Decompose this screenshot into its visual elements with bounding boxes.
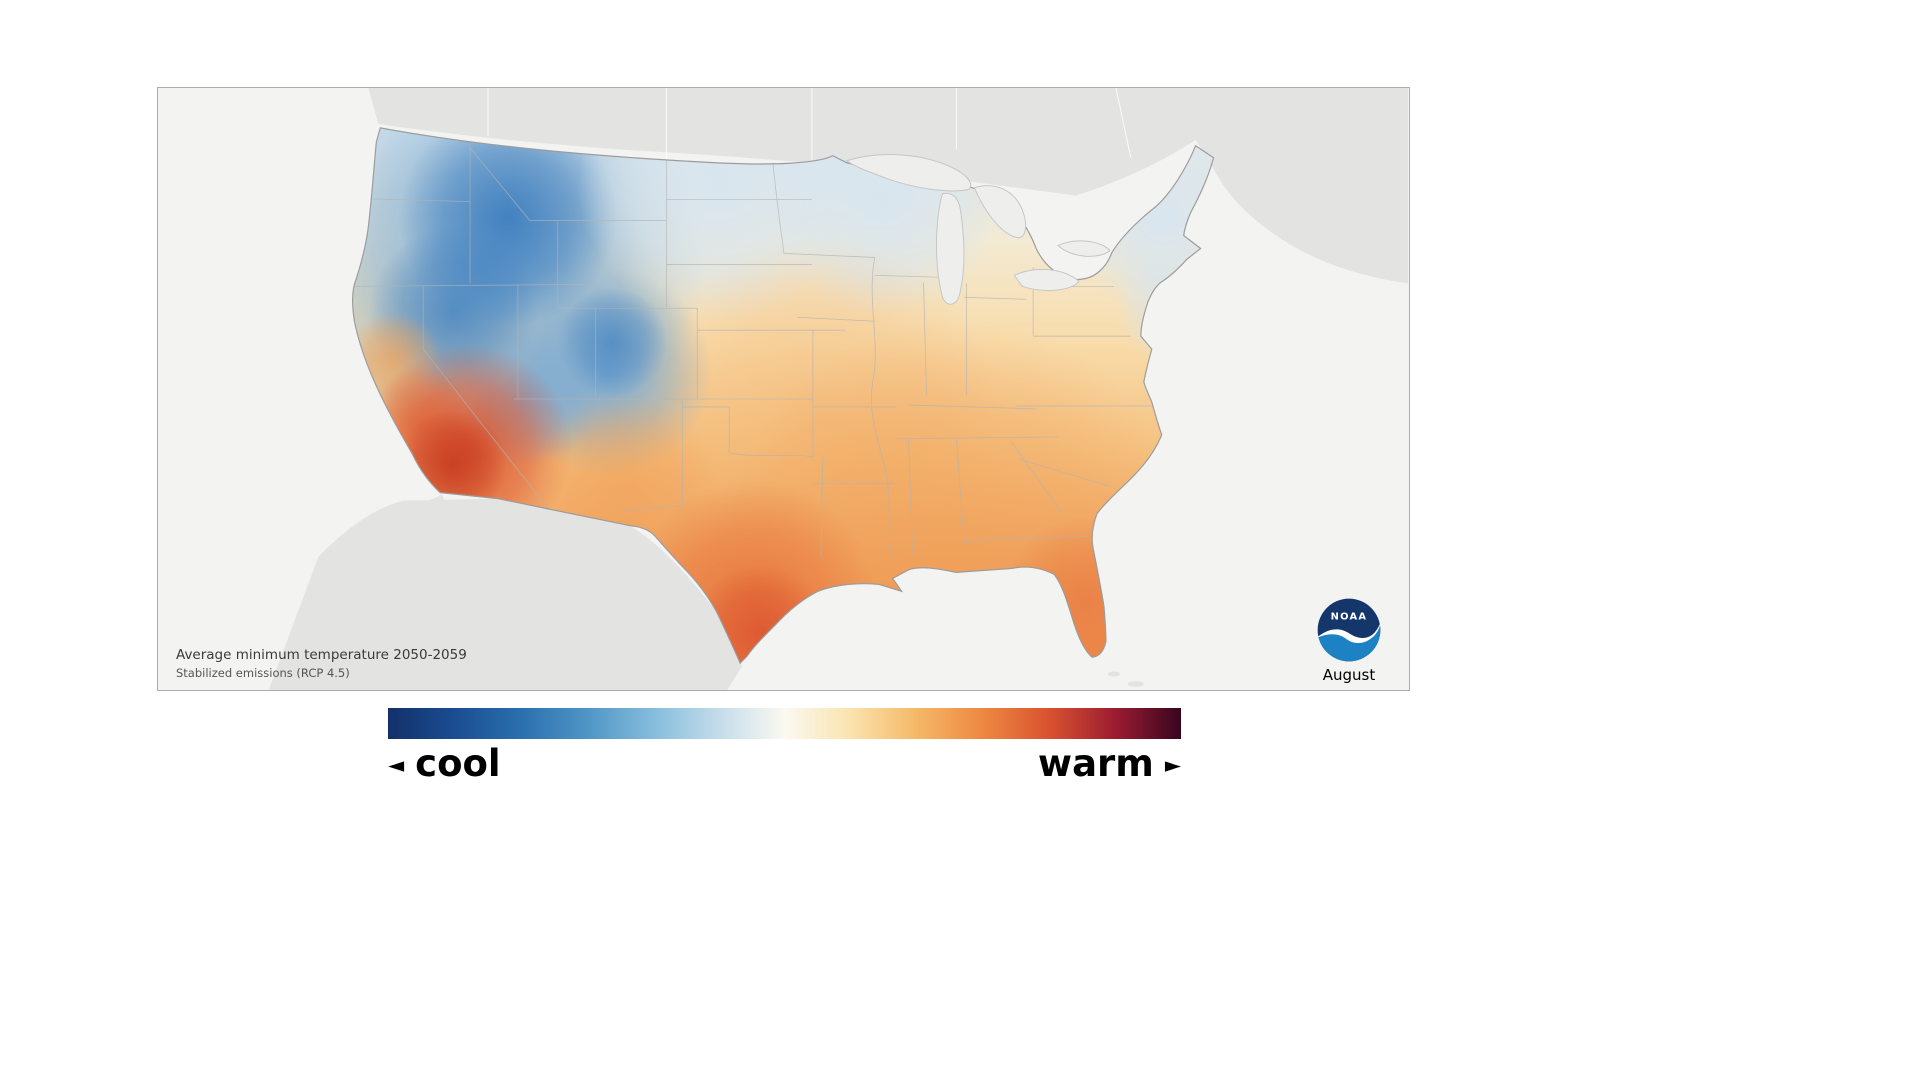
cool-label: ◄ cool (388, 742, 501, 785)
map-panel: Average minimum temperature 2050-2059 St… (157, 87, 1410, 691)
warm-label: warm ► (1038, 742, 1181, 785)
offshore-islands (1107, 671, 1144, 688)
map-caption: Average minimum temperature 2050-2059 St… (176, 647, 467, 680)
noaa-logo-icon: NOAA (1317, 598, 1381, 662)
warm-text: warm (1037, 742, 1154, 785)
temperature-colorbar (388, 708, 1181, 739)
temperature-legend: ◄ cool warm ► (388, 708, 1181, 785)
cool-arrow-icon: ◄ (388, 753, 405, 777)
us-outline (352, 127, 1215, 665)
great-lakes (845, 154, 1111, 305)
cool-text: cool (415, 742, 501, 785)
state-borders (354, 132, 1156, 557)
us-temperature-map (159, 88, 1408, 690)
map-title: Average minimum temperature 2050-2059 (176, 646, 467, 663)
month-label: August (1322, 666, 1376, 684)
noaa-logo-block: NOAA August (1303, 597, 1395, 684)
legend-labels: ◄ cool warm ► (388, 742, 1181, 785)
warm-arrow-icon: ► (1164, 753, 1181, 777)
canada-province-borders (487, 88, 1132, 180)
mexico-landmass (268, 498, 743, 690)
noaa-logo-text: NOAA (1331, 611, 1368, 622)
map-subtitle: Stabilized emissions (RCP 4.5) (176, 665, 350, 680)
canada-landmass (354, 88, 1408, 284)
baja-peninsula (426, 494, 514, 690)
